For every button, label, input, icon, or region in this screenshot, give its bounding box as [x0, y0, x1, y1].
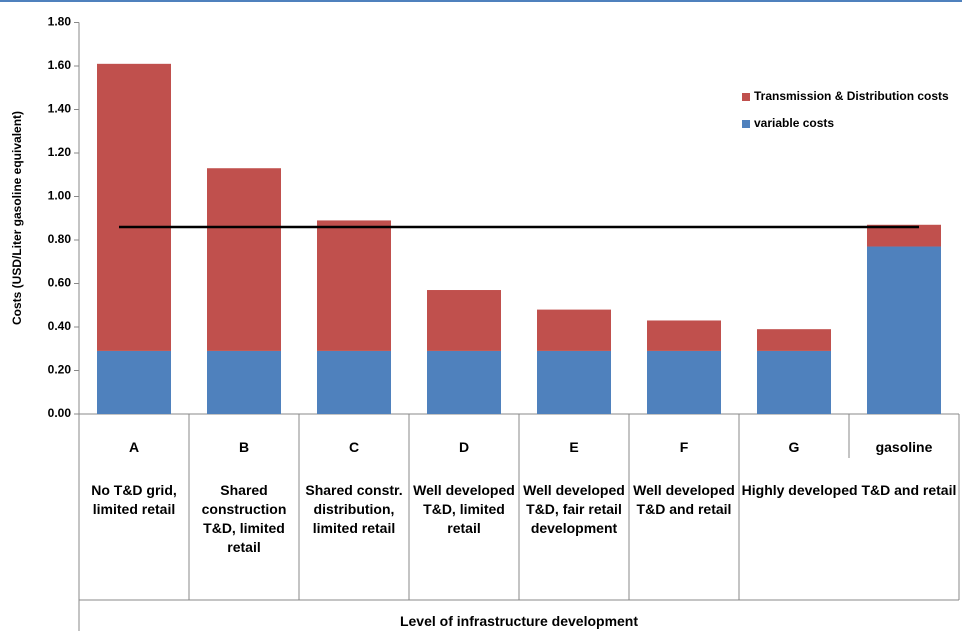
legend-label: variable costs	[754, 116, 834, 130]
bar-segment	[317, 350, 391, 414]
category-description: Highly developed T&D and retail	[741, 482, 957, 498]
legend-swatch	[742, 93, 750, 101]
y-tick-label: 0.60	[48, 276, 72, 290]
y-tick-label: 0.00	[48, 406, 72, 420]
category-label: F	[679, 439, 689, 455]
category-description: Shared constr. distribution, limited ret…	[305, 482, 403, 536]
category-label: D	[458, 439, 470, 455]
category-label: gasoline	[875, 439, 933, 455]
bar-segment	[867, 224, 941, 247]
bar-segment	[427, 350, 501, 414]
y-tick-label: 0.40	[48, 319, 72, 333]
y-tick-label: 1.80	[48, 15, 72, 29]
y-tick-label: 0.80	[48, 232, 72, 246]
legend-label: Transmission & Distribution costs	[754, 89, 949, 103]
bar-segment	[757, 329, 831, 351]
bar-segment	[317, 220, 391, 351]
category-label: G	[788, 439, 800, 455]
bar-segment	[537, 350, 611, 414]
category-description: Well developed T&D, limited retail	[413, 482, 515, 536]
category-label: E	[569, 439, 579, 455]
bar-segment	[647, 320, 721, 351]
legend-swatch	[742, 120, 750, 128]
bar-segment	[97, 350, 171, 414]
y-tick-label: 1.40	[48, 102, 72, 116]
bar-segment	[207, 350, 281, 414]
category-label: A	[128, 439, 140, 455]
category-description: Well developed T&D and retail	[633, 482, 735, 517]
y-tick-label: 1.60	[48, 58, 72, 72]
category-label: B	[238, 439, 250, 455]
y-tick-label: 1.00	[48, 189, 72, 203]
y-tick-label: 1.20	[48, 145, 72, 159]
bar-segment	[207, 168, 281, 351]
category-description: Well developed T&D, fair retail developm…	[523, 482, 625, 536]
bar-segment	[537, 309, 611, 351]
bar-segment	[867, 246, 941, 414]
category-label: C	[348, 439, 360, 455]
bar-segment	[97, 63, 171, 351]
y-axis-label: Costs (USD/Liter gasoline equivalent)	[10, 111, 24, 325]
bar-segment	[427, 290, 501, 351]
y-tick-label: 0.20	[48, 363, 72, 377]
x-axis-label: Level of infrastructure development	[399, 613, 639, 629]
bar-segment	[757, 350, 831, 414]
category-description: Shared construction T&D, limited retail	[201, 482, 287, 555]
category-description: No T&D grid, limited retail	[91, 482, 177, 517]
bar-segment	[647, 350, 721, 414]
